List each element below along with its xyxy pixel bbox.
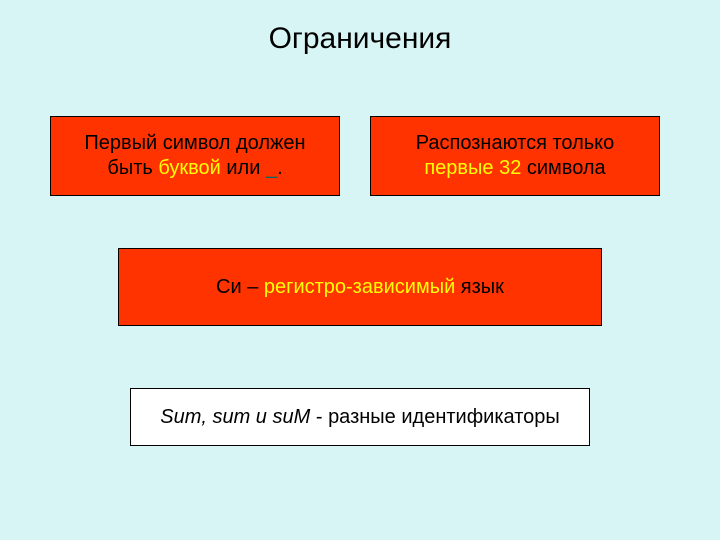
text-segment: символа xyxy=(521,157,605,179)
box-case-sensitive: Си – регистро-зависимый язык xyxy=(118,248,602,326)
text-segment: . xyxy=(277,157,283,179)
text-segment: первые 32 xyxy=(424,157,521,179)
text-segment: _ xyxy=(266,157,277,179)
text-segment: Си – xyxy=(216,276,264,298)
box-text: Си – регистро-зависимый язык xyxy=(216,275,504,300)
text-segment: Распознаются только xyxy=(416,132,615,154)
text-segment: регистро-зависимый xyxy=(264,276,455,298)
text-segment: - xyxy=(310,406,328,428)
box-text: Sum, sum и suM - разные идентификаторы xyxy=(160,405,560,430)
box-sum-example: Sum, sum и suM - разные идентификаторы xyxy=(130,388,590,446)
slide: Ограничения Первый символ должен быть бу… xyxy=(0,0,720,540)
text-segment: Sum, sum и suM xyxy=(160,406,310,428)
text-segment: разные идентификаторы xyxy=(328,406,560,428)
text-segment: язык xyxy=(455,276,504,298)
box-first-char: Первый символ должен быть буквой или _. xyxy=(50,116,340,196)
text-segment: буквой xyxy=(158,157,220,179)
box-text: Первый символ должен быть буквой или _. xyxy=(61,131,329,181)
slide-title: Ограничения xyxy=(0,22,720,56)
box-32-chars: Распознаются только первые 32 символа xyxy=(370,116,660,196)
box-text: Распознаются только первые 32 символа xyxy=(381,131,649,181)
text-segment: или xyxy=(221,157,266,179)
